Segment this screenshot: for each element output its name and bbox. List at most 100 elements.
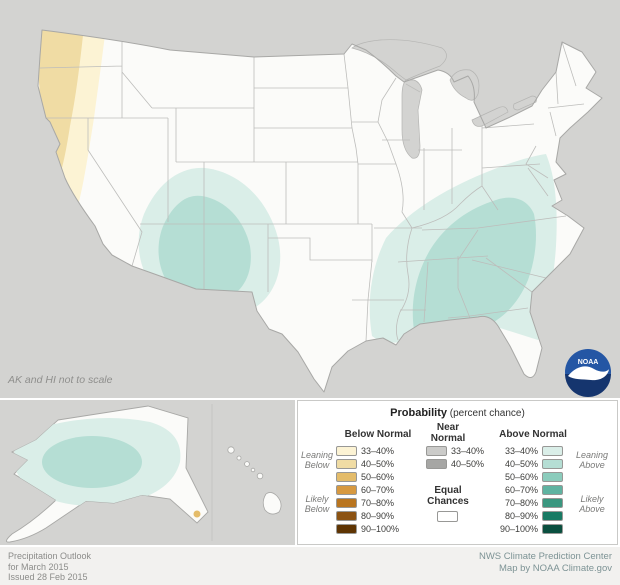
legend-row: 50–60% (336, 470, 399, 483)
noaa-bird-icon (568, 366, 609, 381)
conus-map-svg: NOAA (0, 0, 620, 398)
legend-swatch (542, 484, 563, 495)
legend-range-label: 60–70% (504, 484, 538, 495)
legend-title: Probability (percent chance) (298, 407, 617, 419)
legend-swatch (336, 497, 357, 508)
lake-superior (351, 39, 447, 81)
legend-range-label: 90–100% (361, 523, 400, 534)
leaning-below-line1: Leaning (300, 450, 334, 460)
near-normal-header-line1: Near (436, 422, 460, 433)
likely-below-line1: Likely (305, 494, 329, 504)
legend-swatch (542, 523, 563, 534)
legend-range-label: 50–60% (504, 471, 538, 482)
legend-range-label: 40–50% (361, 458, 395, 469)
legend-title-main: Probability (390, 407, 447, 419)
below-normal-header: Below Normal (344, 429, 412, 440)
footer-source: NWS Climate Prediction Center (478, 551, 612, 562)
leaning-below-label: Leaning Below (298, 450, 336, 470)
above-normal-southwest-inner (158, 195, 251, 302)
noaa-logo-lower-half (565, 374, 611, 397)
legend-range-label: 70–80% (504, 497, 538, 508)
lake-ontario (513, 95, 537, 111)
above-normal-header: Above Normal (499, 429, 567, 440)
legend-row: 60–70% (494, 483, 563, 496)
us-outline (37, 29, 603, 393)
legend-row: 70–80% (494, 496, 563, 509)
above-normal-rows: 33–40% 40–50% 50–60% 60–70% 70–80% 80–90… (494, 444, 563, 535)
footer-credit: Map by NOAA Climate.gov (499, 563, 612, 574)
legend-swatch (542, 445, 563, 456)
legend-swatch (426, 445, 447, 456)
footer-product-period: for March 2015 (8, 561, 69, 572)
likely-below-line2: Below (304, 504, 330, 514)
legend-range-label: 90–100% (499, 523, 538, 534)
noaa-logo: NOAA (565, 349, 611, 397)
scale-note: AK and HI not to scale (8, 374, 113, 386)
noaa-logo-text: NOAA (578, 359, 599, 366)
legend-swatch (336, 523, 357, 534)
equal-chances-label: Equal Chances (408, 485, 488, 507)
likely-below-label: Likely Below (298, 494, 336, 514)
footer-right-text: NWS Climate Prediction Center Map by NOA… (479, 551, 612, 581)
legend-range-label: 60–70% (361, 484, 395, 495)
legend-swatch (336, 471, 357, 482)
legend-row: 60–70% (336, 483, 399, 496)
alaska-outlook-regions (13, 418, 201, 518)
legend-row: 40–50% (336, 457, 399, 470)
footer-product-title: Precipitation Outlook (8, 551, 92, 561)
likely-above-label: Likely Above (568, 494, 616, 514)
legend-row: 70–80% (336, 496, 399, 509)
legend-row: 40–50% (494, 457, 563, 470)
footer-issue-date: Issued 28 Feb 2015 (8, 572, 88, 582)
legend-range-label: 33–40% (361, 445, 395, 456)
legend-swatch (542, 471, 563, 482)
legend-range-label: 80–90% (361, 510, 395, 521)
legend-row: 40–50% (426, 457, 484, 470)
legend-swatch (542, 458, 563, 469)
legend-swatch (336, 510, 357, 521)
equal-chances-swatch (437, 511, 458, 522)
alaska-hawaii-inset (0, 400, 295, 545)
legend-swatch (336, 484, 357, 495)
below-normal-panhandle-spot (193, 510, 201, 518)
legend-swatch (336, 458, 357, 469)
legend-panel: Probability (percent chance) Below Norma… (297, 400, 618, 545)
equal-chances-line1: Equal (434, 485, 462, 496)
legend-row: 80–90% (494, 509, 563, 522)
likely-above-line2: Above (579, 504, 605, 514)
lake-michigan (401, 79, 423, 159)
legend-row: 90–100% (336, 522, 399, 535)
above-normal-alaska-inner (42, 436, 142, 488)
legend-range-label: 33–40% (451, 445, 485, 456)
legend-swatch (336, 445, 357, 456)
legend-swatch (426, 458, 447, 469)
legend-range-label: 33–40% (504, 445, 538, 456)
legend-title-suffix: (percent chance) (447, 408, 525, 419)
inset-svg (6, 404, 282, 543)
near-normal-header: Near Normal (408, 422, 488, 444)
hawaii-islands (227, 446, 282, 515)
leaning-below-line2: Below (304, 460, 330, 470)
near-normal-header-line2: Normal (430, 433, 466, 444)
legend-range-label: 80–90% (504, 510, 538, 521)
great-lakes (351, 39, 537, 159)
state-borders (39, 41, 585, 342)
likely-above-line1: Likely (580, 494, 604, 504)
legend-range-label: 70–80% (361, 497, 395, 508)
footer-left-text: Precipitation Outlook for March 2015 Iss… (8, 551, 92, 582)
leaning-above-label: Leaning Above (568, 450, 616, 470)
legend-row: 33–40% (426, 444, 484, 457)
legend-range-label: 40–50% (504, 458, 538, 469)
near-normal-rows: 33–40% 40–50% (426, 444, 484, 470)
legend-row: 90–100% (494, 522, 563, 535)
legend-swatch (542, 510, 563, 521)
leaning-above-line1: Leaning (575, 450, 609, 460)
leaning-above-line2: Above (579, 460, 605, 470)
above-normal-southeast-inner (412, 197, 536, 336)
lake-erie (471, 106, 509, 127)
equal-chances-line2: Chances (427, 496, 469, 507)
below-normal-rows: 33–40% 40–50% 50–60% 60–70% 70–80% 80–90… (336, 444, 399, 535)
legend-range-label: 50–60% (361, 471, 395, 482)
lake-huron (449, 69, 480, 101)
